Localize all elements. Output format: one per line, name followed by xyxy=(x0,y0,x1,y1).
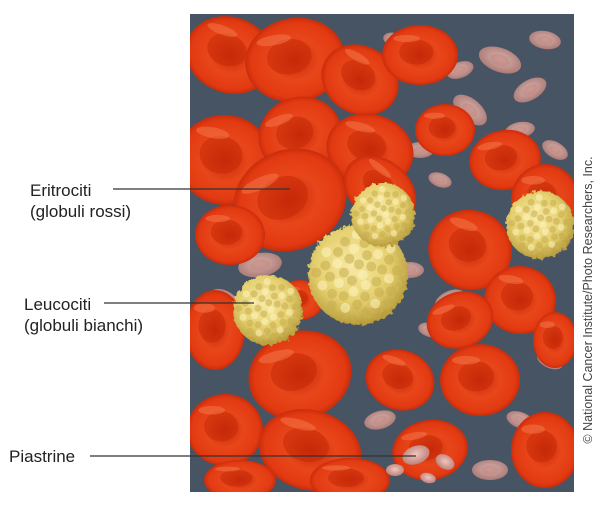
red-blood-cell xyxy=(382,25,458,85)
platelet-blob xyxy=(529,30,561,50)
red-blood-cell xyxy=(533,312,574,368)
red-blood-cell xyxy=(190,394,263,466)
platelet-blob xyxy=(513,77,547,103)
red-blood-cell xyxy=(321,44,399,116)
platelet-blob xyxy=(542,140,568,160)
platelet-blob xyxy=(478,46,522,74)
label-eritrociti-line2: (globuli rossi) xyxy=(30,202,132,221)
white-blood-cell xyxy=(308,225,408,325)
platelet-blob xyxy=(453,94,487,126)
red-blood-cell xyxy=(484,265,556,335)
platelets xyxy=(386,445,455,484)
red-blood-cell xyxy=(248,330,352,420)
red-blood-cell xyxy=(426,291,494,349)
platelet xyxy=(386,464,404,476)
red-blood-cell xyxy=(310,458,390,492)
platelet xyxy=(402,445,430,465)
white-blood-cell xyxy=(351,183,415,247)
label-leucociti-line2: (globuli bianchi) xyxy=(24,316,144,335)
red-blood-cell xyxy=(190,290,245,370)
red-blood-cell xyxy=(195,205,265,265)
red-blood-cell xyxy=(511,412,574,488)
platelet xyxy=(435,454,455,470)
label-eritrociti: Eritrociti (globuli rossi) xyxy=(30,180,131,222)
label-piastrine-line1: Piastrine xyxy=(9,447,76,466)
white-blood-cell xyxy=(233,275,303,345)
red-blood-cell xyxy=(245,17,345,103)
platelet-blob xyxy=(428,172,452,188)
white-blood-cell xyxy=(506,191,574,259)
label-leucociti-line1: Leucociti xyxy=(24,295,92,314)
red-blood-cell xyxy=(415,104,475,156)
platelet-blob xyxy=(472,460,508,480)
label-eritrociti-line1: Eritrociti xyxy=(30,181,92,200)
label-piastrine: Piastrine xyxy=(9,446,75,467)
platelet-blob xyxy=(364,410,396,430)
red-blood-cell xyxy=(204,460,276,492)
label-leucociti: Leucociti (globuli bianchi) xyxy=(24,294,143,336)
red-blood-cell xyxy=(428,209,512,291)
photo-credit: © National Cancer Institute/Photo Resear… xyxy=(581,156,595,444)
platelet xyxy=(420,472,436,484)
red-blood-cell xyxy=(440,344,520,416)
red-blood-cell xyxy=(365,349,435,411)
white-blood-cells xyxy=(233,183,574,345)
